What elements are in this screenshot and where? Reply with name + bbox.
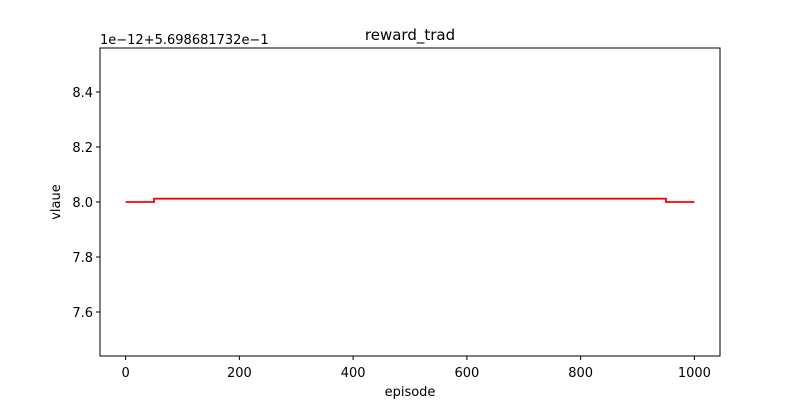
series-group [125,197,695,203]
x-tick-label: 0 [121,366,129,381]
x-axis-label: episode [385,385,436,400]
x-tick-label: 600 [454,366,479,381]
series-line [125,197,695,203]
x-axis-ticks: 0 200 400 600 800 1000 [121,356,711,381]
y-tick-label: 8.2 [72,141,93,156]
y-tick-label: 8.0 [72,196,93,211]
x-tick-label: 1000 [678,366,711,381]
x-tick-label: 400 [341,366,366,381]
y-tick-label: 7.6 [72,306,93,321]
x-tick-label: 800 [568,366,593,381]
chart-title: reward_trad [365,26,455,45]
y-tick-label: 8.4 [72,86,93,101]
y-axis-label: vlaue [49,184,64,220]
y-tick-label: 7.8 [72,251,93,266]
x-tick-label: 200 [227,366,252,381]
y-axis-ticks: 7.6 7.8 8.0 8.2 8.4 [72,86,100,321]
y-offset-text: 1e−12+5.698681732e−1 [100,33,269,48]
plot-frame [99,47,721,357]
